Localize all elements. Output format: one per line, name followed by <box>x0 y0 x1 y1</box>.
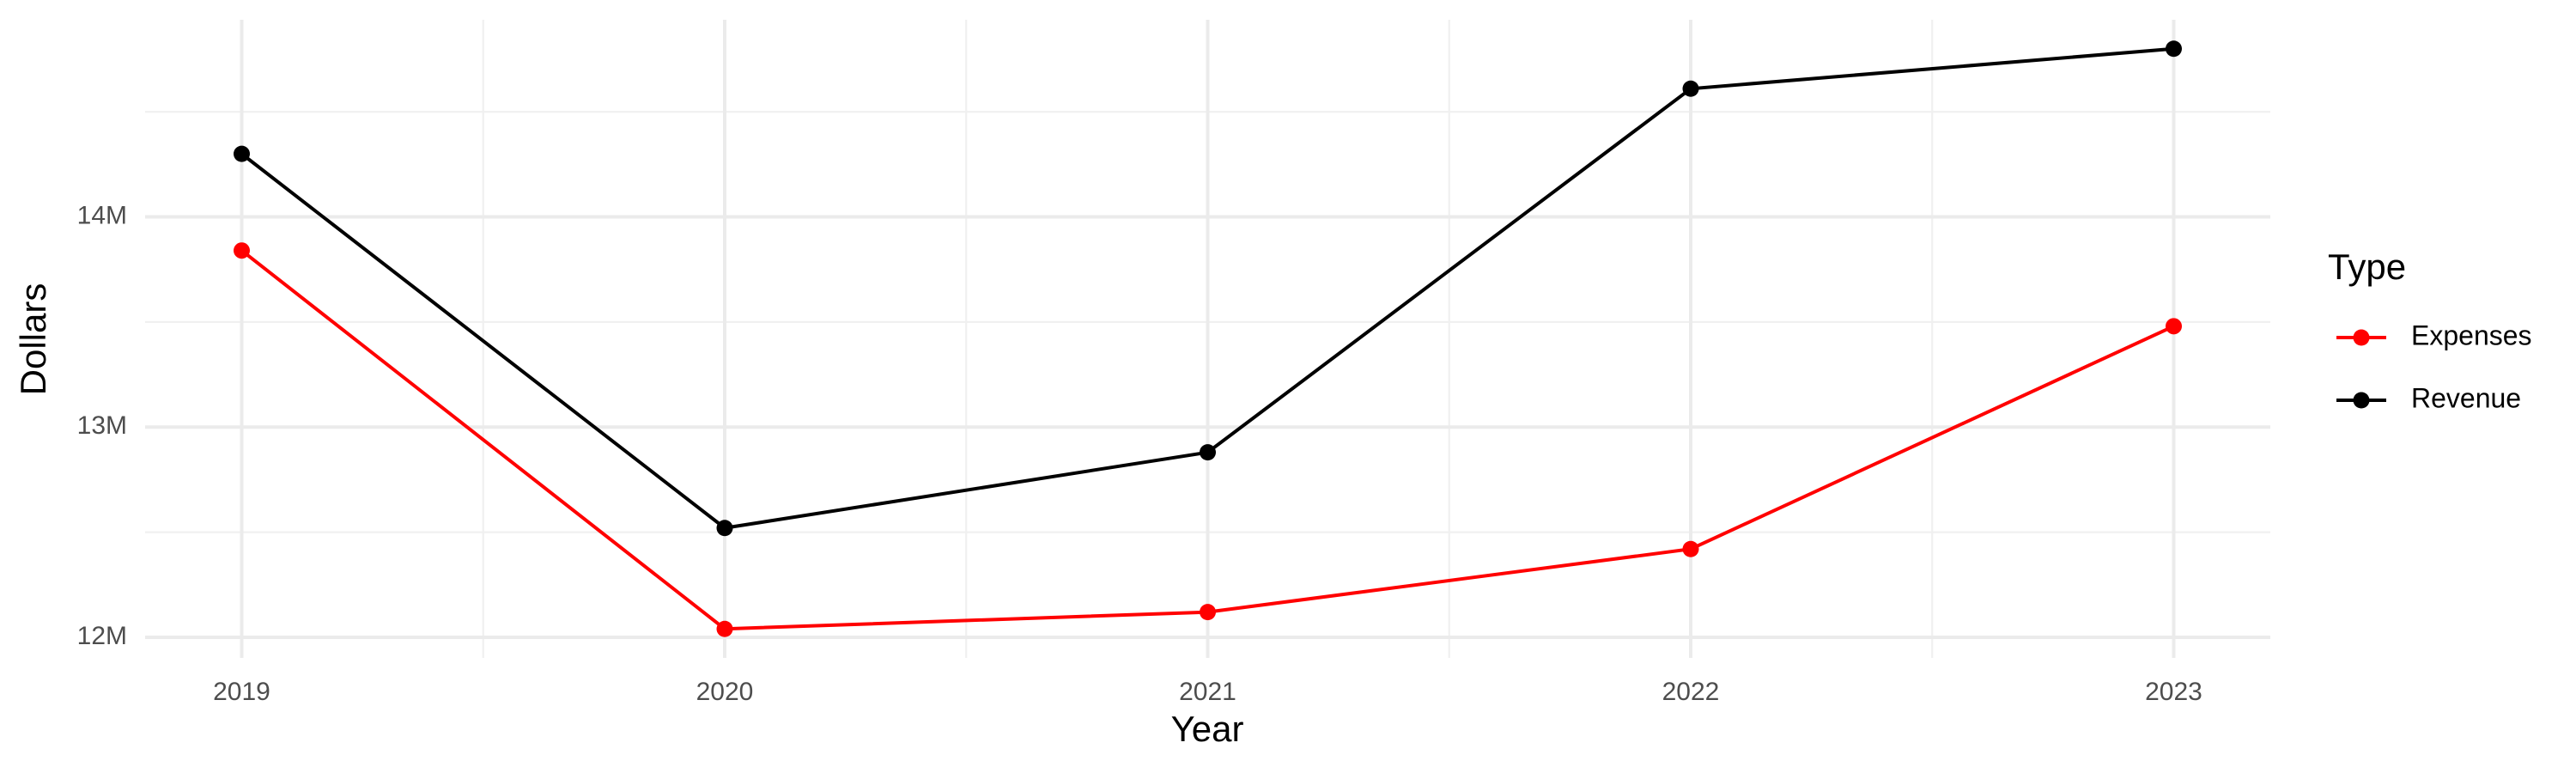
y-tick-label: 12M <box>77 622 127 650</box>
data-point <box>2166 318 2182 335</box>
x-tick-label: 2022 <box>1662 678 1720 706</box>
y-axis-title: Dollars <box>13 283 53 396</box>
data-point <box>234 145 250 162</box>
data-point <box>716 620 733 637</box>
x-tick-label: 2021 <box>1179 678 1236 706</box>
legend-key-point <box>2353 329 2370 346</box>
data-point <box>1682 80 1699 97</box>
y-tick-label: 14M <box>77 201 127 229</box>
data-point <box>234 242 250 259</box>
legend-label: Expenses <box>2411 320 2532 350</box>
legend-key-point <box>2353 392 2370 409</box>
data-point <box>1200 444 1216 461</box>
data-point <box>716 520 733 537</box>
x-tick-label: 2023 <box>2145 678 2202 706</box>
x-tick-label: 2020 <box>696 678 754 706</box>
data-point <box>2166 40 2182 58</box>
legend-title: Type <box>2328 247 2406 287</box>
y-tick-label: 13M <box>77 411 127 440</box>
x-axis-title: Year <box>1171 709 1244 749</box>
x-tick-label: 2019 <box>213 678 270 706</box>
data-point <box>1682 540 1699 557</box>
data-point <box>1200 604 1216 621</box>
legend-label: Revenue <box>2411 382 2521 413</box>
